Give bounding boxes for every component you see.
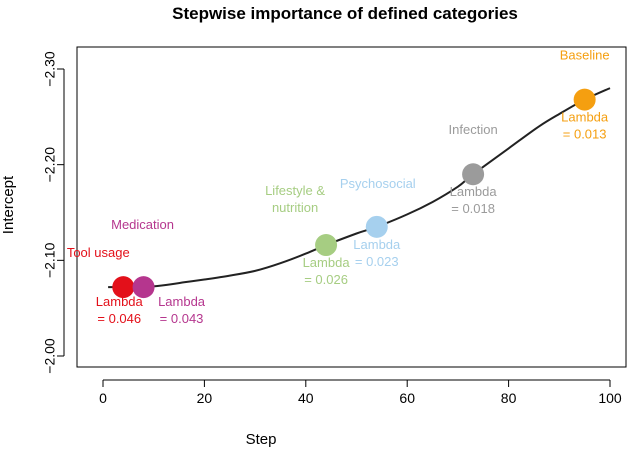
labels-layer: Tool usage Lambda = 0.046 Medication Lambda =… [67,48,610,327]
y-axis-label: Intercept [0,175,17,234]
x-tick-label: 40 [298,390,314,406]
category-point-0 [112,276,135,299]
lambda-label-2: Lambda = 0.026 [303,255,351,287]
lambda-label-0: Lambda = 0.046 [96,294,144,326]
x-tick-label: 20 [197,390,213,406]
y-tick-label: −2.10 [42,242,58,278]
lambda-label-1: Lambda = 0.043 [158,294,206,326]
category-label-0: Tool usage [67,245,130,260]
lambda-label-4: Lambda = 0.018 [450,184,498,216]
x-axis: 0 20 40 60 80 100 [99,379,622,406]
category-label-3: Psychosocial [340,176,416,191]
y-tick-label: −2.00 [42,338,58,374]
x-tick-label: 0 [99,390,107,406]
points-layer [112,88,596,299]
category-point-4 [462,163,485,186]
category-label-2: Lifestyle & nutrition [265,183,325,215]
category-label-5: Baseline [560,48,610,63]
plot-frame [76,46,627,368]
category-point-1 [132,276,155,299]
x-tick-label: 80 [501,390,517,406]
lambda-label-3: Lambda = 0.023 [353,237,401,269]
y-axis: −2.00 −2.10 −2.20 −2.30 [42,51,65,374]
category-label-4: Infection [449,122,498,137]
x-tick-label: 60 [399,390,415,406]
category-point-3 [365,215,388,238]
category-point-5 [573,88,596,111]
x-axis-label: Step [246,431,277,448]
importance-curve [108,87,611,289]
x-tick-label: 100 [598,390,622,406]
category-label-1: Medication [111,217,174,232]
curve-layer [108,87,611,289]
chart-title: Stepwise importance of defined categorie… [172,4,518,23]
category-point-2 [315,234,338,257]
lambda-label-5: Lambda = 0.013 [561,110,609,142]
y-tick-label: −2.30 [42,51,58,87]
y-tick-label: −2.20 [42,147,58,183]
